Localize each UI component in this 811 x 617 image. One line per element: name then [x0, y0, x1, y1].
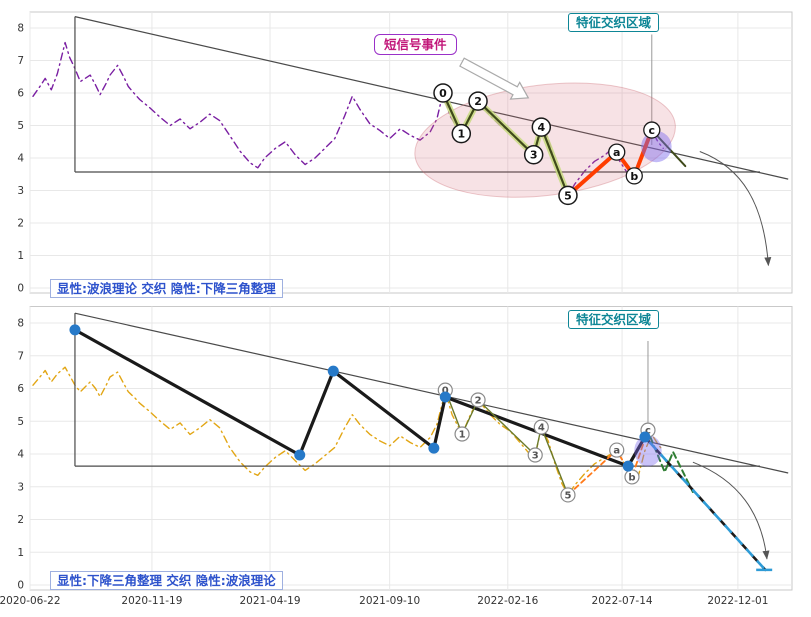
- svg-text:b: b: [628, 473, 635, 484]
- svg-text:4: 4: [17, 449, 24, 461]
- svg-text:2020-11-19: 2020-11-19: [121, 595, 182, 607]
- svg-text:2022-07-14: 2022-07-14: [592, 595, 653, 607]
- svg-text:8: 8: [17, 318, 24, 330]
- svg-text:4: 4: [538, 423, 545, 434]
- svg-text:b: b: [630, 170, 638, 183]
- annotation-signal-event-label: 短信号事件: [374, 34, 457, 55]
- svg-text:c: c: [645, 426, 651, 437]
- svg-text:4: 4: [537, 121, 545, 134]
- svg-text:5: 5: [17, 416, 24, 428]
- svg-text:5: 5: [564, 189, 572, 202]
- svg-text:a: a: [613, 146, 620, 159]
- svg-text:5: 5: [564, 491, 571, 502]
- svg-text:0: 0: [442, 386, 449, 397]
- annotation-feature-region-top-label: 特征交织区域: [568, 13, 660, 32]
- svg-text:1: 1: [17, 250, 24, 262]
- svg-text:2021-09-10: 2021-09-10: [359, 595, 420, 607]
- svg-text:0: 0: [17, 580, 24, 592]
- svg-text:3: 3: [17, 481, 24, 493]
- svg-text:6: 6: [17, 383, 24, 395]
- svg-text:3: 3: [17, 185, 24, 197]
- annotation-feature-region-bottom-label: 特征交织区域: [568, 310, 660, 329]
- svg-text:2: 2: [17, 514, 24, 526]
- svg-text:5: 5: [17, 120, 24, 132]
- svg-text:2020-06-22: 2020-06-22: [0, 595, 61, 607]
- svg-text:2022-02-16: 2022-02-16: [477, 595, 538, 607]
- svg-text:1: 1: [459, 430, 466, 441]
- svg-text:2: 2: [475, 396, 482, 407]
- svg-text:0: 0: [439, 87, 447, 100]
- caption-top-panel: 显性:波浪理论 交织 隐性:下降三角整理: [50, 279, 283, 298]
- svg-text:3: 3: [530, 149, 538, 162]
- svg-text:a: a: [613, 446, 620, 457]
- svg-text:1: 1: [17, 547, 24, 559]
- svg-text:7: 7: [17, 350, 24, 362]
- svg-text:2: 2: [474, 95, 482, 108]
- svg-text:4: 4: [17, 153, 24, 165]
- caption-bottom-panel: 显性:下降三角整理 交织 隐性:波浪理论: [50, 571, 283, 590]
- svg-text:6: 6: [17, 88, 24, 100]
- svg-text:7: 7: [17, 55, 24, 67]
- svg-text:0: 0: [17, 283, 24, 295]
- svg-text:2021-04-19: 2021-04-19: [240, 595, 301, 607]
- svg-text:c: c: [649, 124, 656, 137]
- svg-text:2022-12-01: 2022-12-01: [707, 595, 768, 607]
- svg-text:3: 3: [532, 451, 539, 462]
- svg-text:1: 1: [457, 128, 465, 141]
- svg-text:8: 8: [17, 23, 24, 35]
- svg-text:2: 2: [17, 218, 24, 230]
